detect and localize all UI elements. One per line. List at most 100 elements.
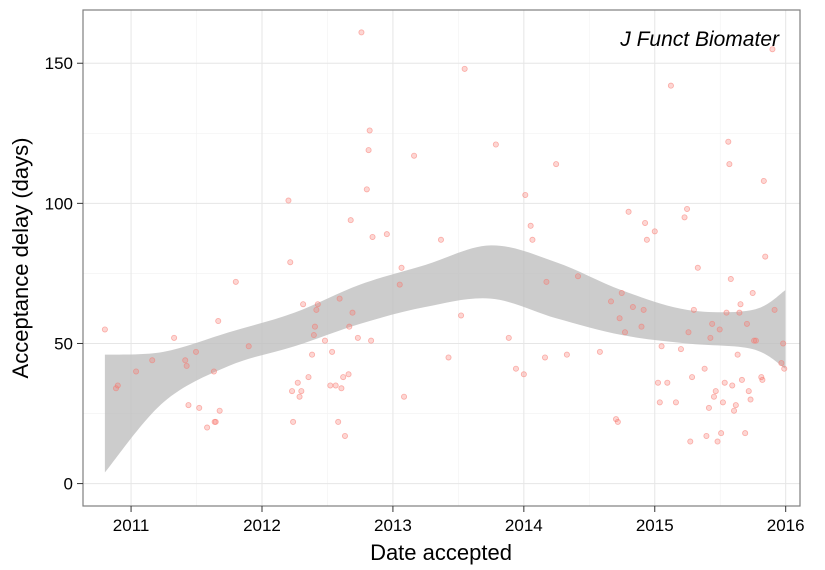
data-point [734, 351, 741, 358]
data-point [651, 228, 658, 235]
data-point [716, 326, 723, 333]
data-point [575, 273, 582, 280]
data-point [311, 323, 318, 330]
data-point [725, 138, 732, 145]
data-point [192, 348, 199, 355]
y-tick-label: 150 [45, 54, 73, 73]
data-point [289, 388, 296, 395]
data-point [363, 186, 370, 193]
data-point [354, 334, 361, 341]
data-point [458, 312, 465, 319]
data-point [527, 222, 534, 229]
data-point [305, 374, 312, 381]
data-point [411, 152, 418, 159]
data-point [492, 141, 499, 148]
data-point [310, 332, 317, 339]
data-point [719, 399, 726, 406]
data-point [114, 382, 121, 389]
data-point [215, 318, 222, 325]
data-point [522, 191, 529, 198]
data-point [778, 360, 785, 367]
data-point [640, 306, 647, 313]
data-point [294, 379, 301, 386]
y-axis-title: Acceptance delay (days) [8, 138, 33, 379]
data-point [714, 438, 721, 445]
data-point [185, 402, 192, 409]
data-point [313, 306, 320, 313]
data-point [718, 430, 725, 437]
data-point [327, 382, 334, 389]
x-tick-label: 2016 [767, 516, 805, 535]
data-point [369, 233, 376, 240]
data-point [101, 326, 108, 333]
data-point [743, 320, 750, 327]
major-gridlines [83, 10, 800, 506]
y-tick-label: 0 [64, 475, 73, 494]
data-point [149, 357, 156, 364]
data-point [336, 295, 343, 302]
data-point [445, 354, 452, 361]
data-point [726, 161, 733, 168]
y-tick-label: 50 [54, 334, 73, 353]
data-point [658, 343, 665, 350]
data-point [685, 329, 692, 336]
data-point [762, 253, 769, 260]
data-point [204, 424, 211, 431]
panel-border [82, 9, 801, 507]
data-point [654, 379, 661, 386]
data-point [171, 334, 178, 341]
data-point [723, 309, 730, 316]
data-point [290, 418, 297, 425]
data-point [681, 214, 688, 221]
data-point [737, 301, 744, 308]
data-point [738, 376, 745, 383]
data-point [300, 301, 307, 308]
data-point [672, 399, 679, 406]
data-point [707, 334, 714, 341]
data-point [608, 298, 615, 305]
data-point [341, 432, 348, 439]
data-point [232, 278, 239, 285]
data-point [780, 340, 787, 347]
data-point [398, 264, 405, 271]
data-point [461, 65, 468, 72]
data-point [781, 365, 788, 372]
data-point [329, 348, 336, 355]
data-point [396, 281, 403, 288]
data-point [687, 438, 694, 445]
data-point [703, 432, 710, 439]
data-point [133, 368, 140, 375]
data-point [667, 82, 674, 89]
data-point [335, 418, 342, 425]
data-point [285, 197, 292, 204]
data-point [245, 343, 252, 350]
data-point [183, 362, 190, 369]
data-point [656, 399, 663, 406]
data-point [182, 357, 189, 364]
x-tick-label: 2011 [113, 516, 150, 535]
data-point [684, 205, 691, 212]
panel-background [83, 10, 800, 506]
data-point [742, 430, 749, 437]
data-point [314, 301, 321, 308]
data-point [368, 337, 375, 344]
data-point [745, 388, 752, 395]
x-tick-label: 2014 [505, 516, 543, 535]
data-point [216, 407, 223, 414]
data-point [309, 351, 316, 358]
data-point [751, 337, 758, 344]
data-point [338, 385, 345, 392]
data-point [529, 236, 536, 243]
data-point [287, 259, 294, 266]
data-point [512, 365, 519, 372]
data-point [358, 29, 365, 36]
data-point [769, 46, 776, 53]
data-point [210, 368, 217, 375]
data-point [616, 315, 623, 322]
confidence-band [104, 245, 786, 473]
data-point [349, 309, 356, 316]
data-point [298, 388, 305, 395]
data-point [332, 382, 339, 389]
data-point [621, 329, 628, 336]
